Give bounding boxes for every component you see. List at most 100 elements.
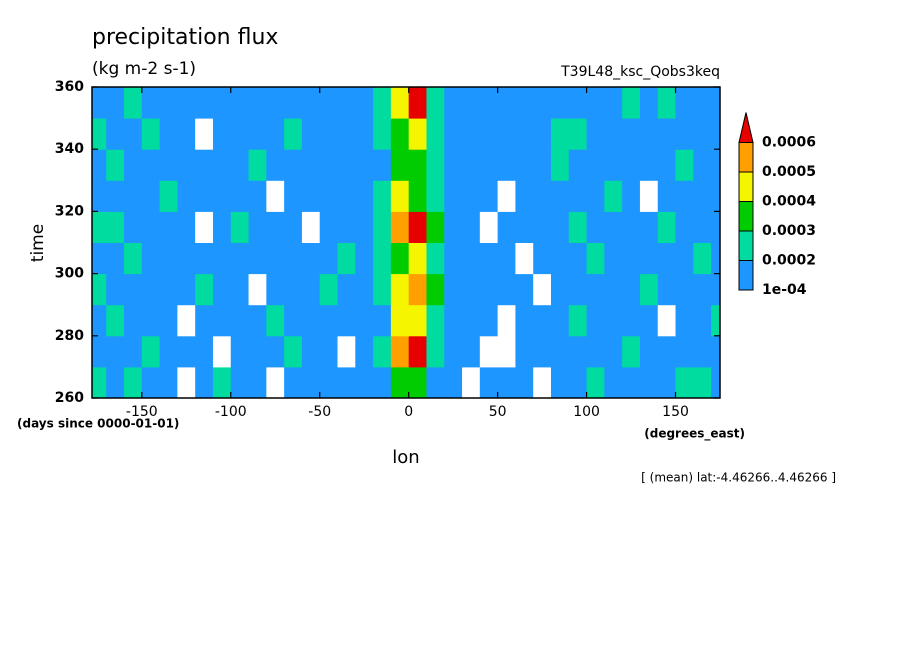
heatmap-cell xyxy=(426,304,445,337)
heatmap-cell xyxy=(550,304,570,337)
heatmap-cell xyxy=(462,335,481,368)
heatmap-cell xyxy=(195,211,214,243)
colorbar-label: 0.0002 xyxy=(762,253,816,269)
heatmap-cell xyxy=(497,366,516,398)
heatmap-cell xyxy=(92,87,107,119)
heatmap-cell xyxy=(604,335,623,368)
heatmap-cell xyxy=(675,335,694,368)
heatmap-cell xyxy=(390,304,410,337)
heatmap-cell xyxy=(497,304,516,337)
heatmap-cell xyxy=(693,366,712,398)
x-tick-label: -150 xyxy=(126,404,158,420)
heatmap-cell xyxy=(337,211,356,243)
heatmap-cell xyxy=(408,180,427,212)
heatmap-cell xyxy=(604,180,623,212)
heatmap-cell xyxy=(426,273,445,306)
heatmap-cell xyxy=(355,304,374,337)
heatmap-cell xyxy=(373,242,392,275)
heatmap-cell xyxy=(497,180,516,212)
heatmap-cell xyxy=(141,180,161,212)
heatmap-cell xyxy=(92,180,107,212)
heatmap-cell xyxy=(675,118,694,150)
heatmap-cell xyxy=(550,366,570,398)
heatmap-cell xyxy=(230,366,250,398)
heatmap-cell xyxy=(106,211,125,243)
heatmap-cell xyxy=(693,118,712,150)
heatmap-cell xyxy=(479,87,499,119)
heatmap-cell xyxy=(248,180,267,212)
heatmap-cell xyxy=(248,211,267,243)
heatmap-cell xyxy=(141,366,161,398)
heatmap-cell xyxy=(604,211,623,243)
heatmap-cell xyxy=(444,87,463,119)
heatmap-cell xyxy=(159,242,178,275)
heatmap-cell xyxy=(266,87,285,119)
x-tick-label: 100 xyxy=(573,404,600,420)
heatmap-cell xyxy=(124,180,143,212)
heatmap-cell xyxy=(92,118,107,150)
heatmap-cell xyxy=(106,273,125,306)
heatmap-cell xyxy=(301,211,321,243)
heatmap-cell xyxy=(248,118,267,150)
heatmap-cell xyxy=(693,149,712,181)
heatmap-cell xyxy=(462,366,481,398)
heatmap-cell xyxy=(248,273,267,306)
heatmap-cell xyxy=(230,304,250,337)
heatmap-cell xyxy=(301,149,321,181)
heatmap-cell xyxy=(337,180,356,212)
heatmap-cell xyxy=(568,304,588,337)
heatmap-cell xyxy=(533,304,552,337)
heatmap-cell xyxy=(248,366,267,398)
x-axis-label: lon xyxy=(392,447,419,468)
heatmap-cell xyxy=(533,180,552,212)
heatmap-cell xyxy=(568,366,588,398)
heatmap-cell xyxy=(639,149,659,181)
heatmap-cell xyxy=(568,149,588,181)
heatmap-cell xyxy=(711,211,720,243)
heatmap-cell xyxy=(390,211,410,243)
heatmap-cell xyxy=(426,118,445,150)
heatmap-cell xyxy=(373,118,392,150)
heatmap-cell xyxy=(408,242,427,275)
heatmap-cell xyxy=(515,87,534,119)
heatmap-cell xyxy=(159,273,178,306)
heatmap-cell xyxy=(550,242,570,275)
heatmap-cell xyxy=(586,180,605,212)
heatmap-cell xyxy=(337,242,356,275)
heatmap-cell xyxy=(177,118,196,150)
heatmap-cell xyxy=(319,149,339,181)
heatmap-cell xyxy=(301,242,321,275)
heatmap-cell xyxy=(550,273,570,306)
heatmap-cell xyxy=(426,335,445,368)
heatmap-cell xyxy=(266,273,285,306)
colorbar-label: 0.0004 xyxy=(762,194,816,210)
x-tick-label: -50 xyxy=(308,404,331,420)
heatmap-cell xyxy=(284,180,303,212)
heatmap-cell xyxy=(355,242,374,275)
heatmap-cell xyxy=(515,366,534,398)
heatmap-cell xyxy=(248,304,267,337)
heatmap-cell xyxy=(675,366,694,398)
heatmap-cell xyxy=(426,180,445,212)
heatmap-cell xyxy=(230,118,250,150)
heatmap-cell xyxy=(195,304,214,337)
heatmap-cell xyxy=(177,242,196,275)
annotation: T39L48_ksc_Qobs3keq xyxy=(560,64,720,80)
heatmap-cell xyxy=(177,273,196,306)
heatmap-cell xyxy=(141,211,161,243)
heatmap-cell xyxy=(550,180,570,212)
heatmap-cell xyxy=(159,304,178,337)
heatmap-cell xyxy=(212,118,232,150)
heatmap-cell xyxy=(497,211,516,243)
heatmap-cell xyxy=(604,118,623,150)
heatmap-cell xyxy=(479,366,499,398)
heatmap-cell xyxy=(639,366,659,398)
heatmap-cell xyxy=(675,273,694,306)
heatmap-cell xyxy=(355,87,374,119)
heatmap-cell xyxy=(230,335,250,368)
heatmap-cell xyxy=(248,149,267,181)
heatmap-cell xyxy=(408,335,427,368)
heatmap-cell xyxy=(355,180,374,212)
heatmap-cell xyxy=(497,335,516,368)
plot-frame xyxy=(91,86,721,399)
